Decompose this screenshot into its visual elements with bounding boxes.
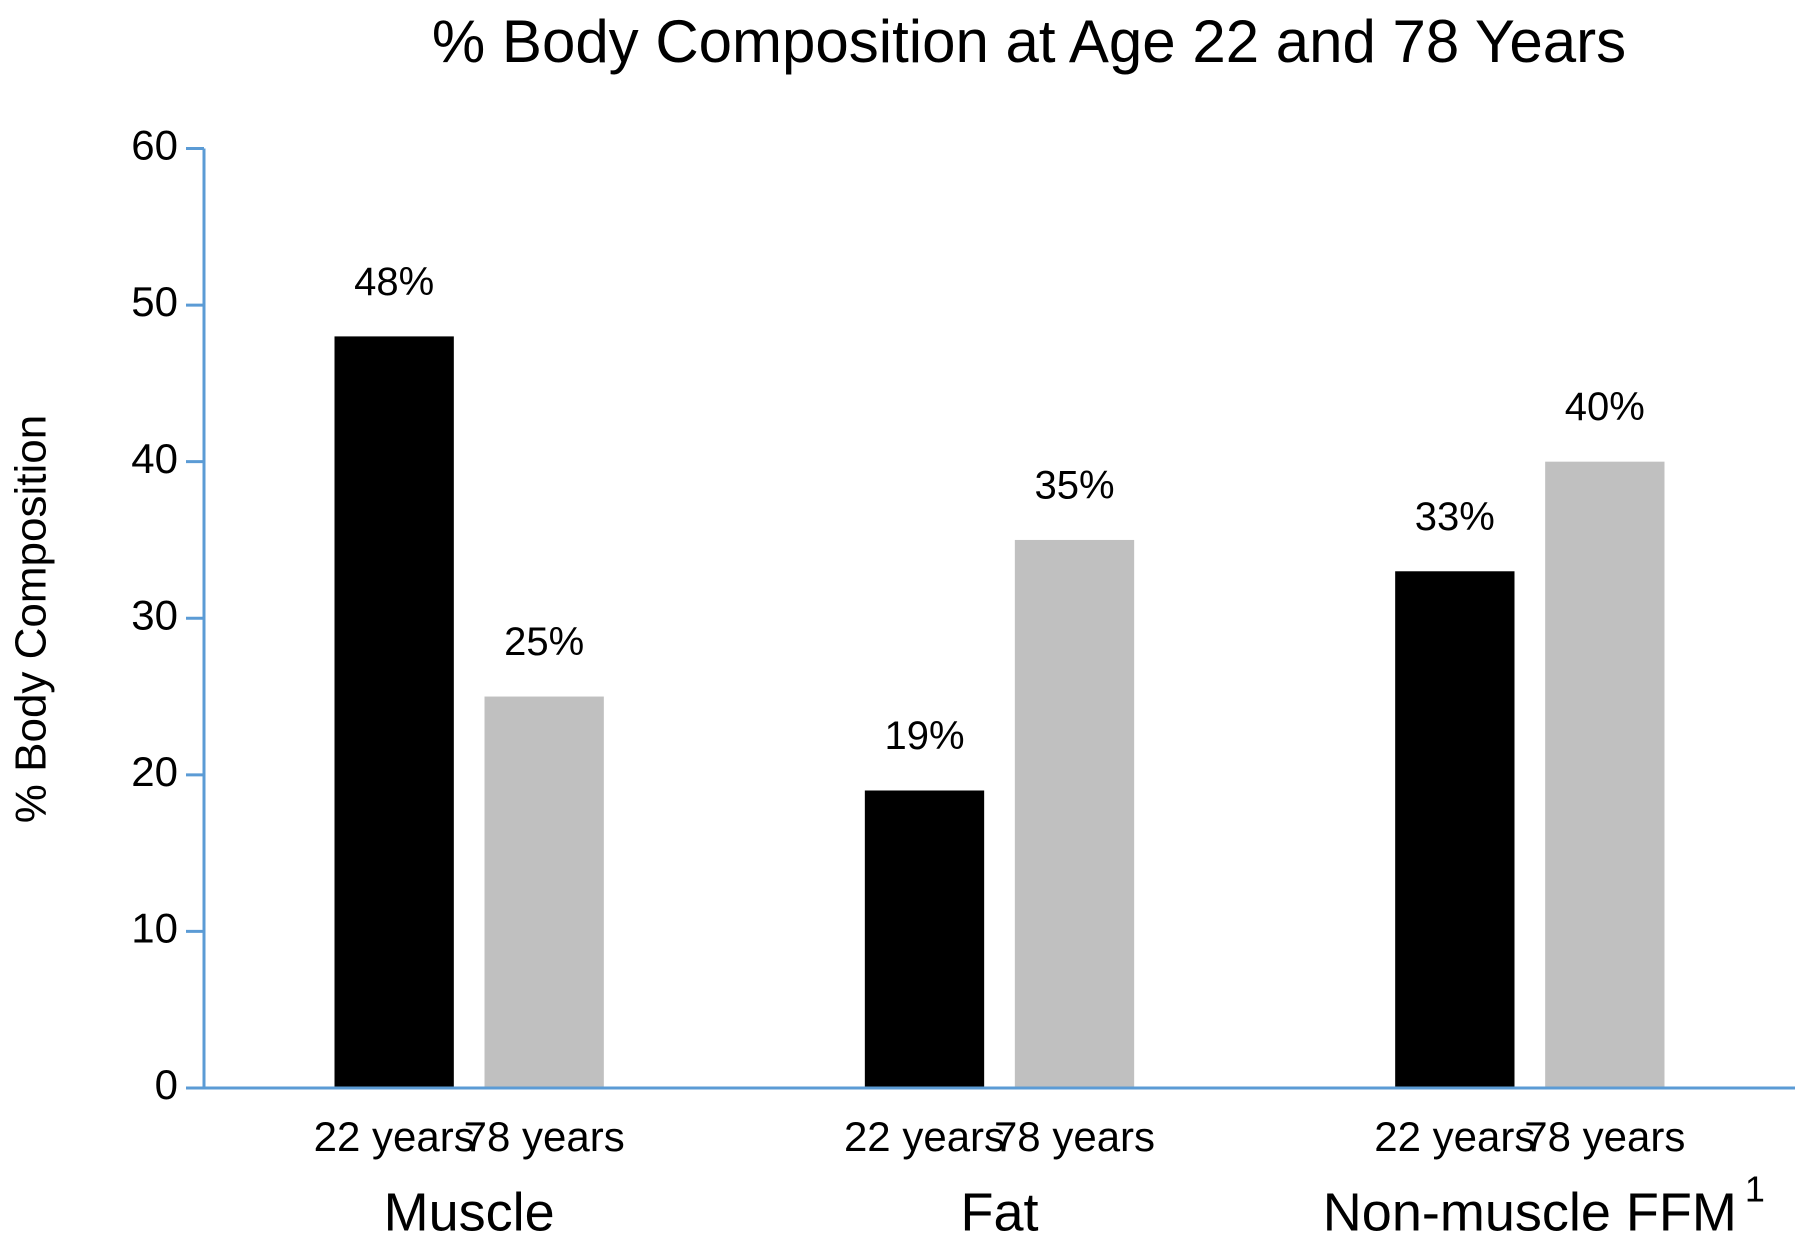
- bar: [1395, 571, 1515, 1088]
- series-label: 22 years: [1374, 1113, 1535, 1160]
- series-label: 78 years: [464, 1113, 625, 1160]
- footnote-marker: 1: [1745, 1169, 1765, 1210]
- series-label: 22 years: [314, 1113, 475, 1160]
- y-tick-label: 50: [131, 278, 178, 325]
- y-tick-label: 20: [131, 748, 178, 795]
- y-tick-label: 40: [131, 435, 178, 482]
- y-axis-title: % Body Composition: [7, 415, 56, 823]
- bar: [334, 336, 454, 1088]
- value-label: 48%: [354, 260, 434, 304]
- series-label: 22 years: [844, 1113, 1005, 1160]
- value-label: 19%: [884, 714, 964, 758]
- category-label: Non-muscle FFM: [1323, 1182, 1737, 1242]
- y-tick-label: 30: [131, 591, 178, 638]
- category-label: Fat: [960, 1182, 1038, 1242]
- value-label: 40%: [1565, 385, 1645, 429]
- y-tick-label: 0: [155, 1061, 178, 1108]
- value-label: 25%: [504, 620, 584, 664]
- bar: [484, 696, 604, 1088]
- chart-title: % Body Composition at Age 22 and 78 Year…: [432, 8, 1626, 75]
- bar: [864, 790, 985, 1088]
- value-label: 33%: [1415, 495, 1495, 539]
- value-label: 35%: [1034, 464, 1114, 508]
- y-tick-label: 10: [131, 905, 178, 952]
- series-label: 78 years: [994, 1113, 1155, 1160]
- bar: [1545, 461, 1665, 1089]
- series-label: 78 years: [1524, 1113, 1685, 1160]
- bar: [1014, 539, 1135, 1088]
- y-tick-label: 60: [131, 122, 178, 169]
- category-label: Muscle: [384, 1182, 555, 1242]
